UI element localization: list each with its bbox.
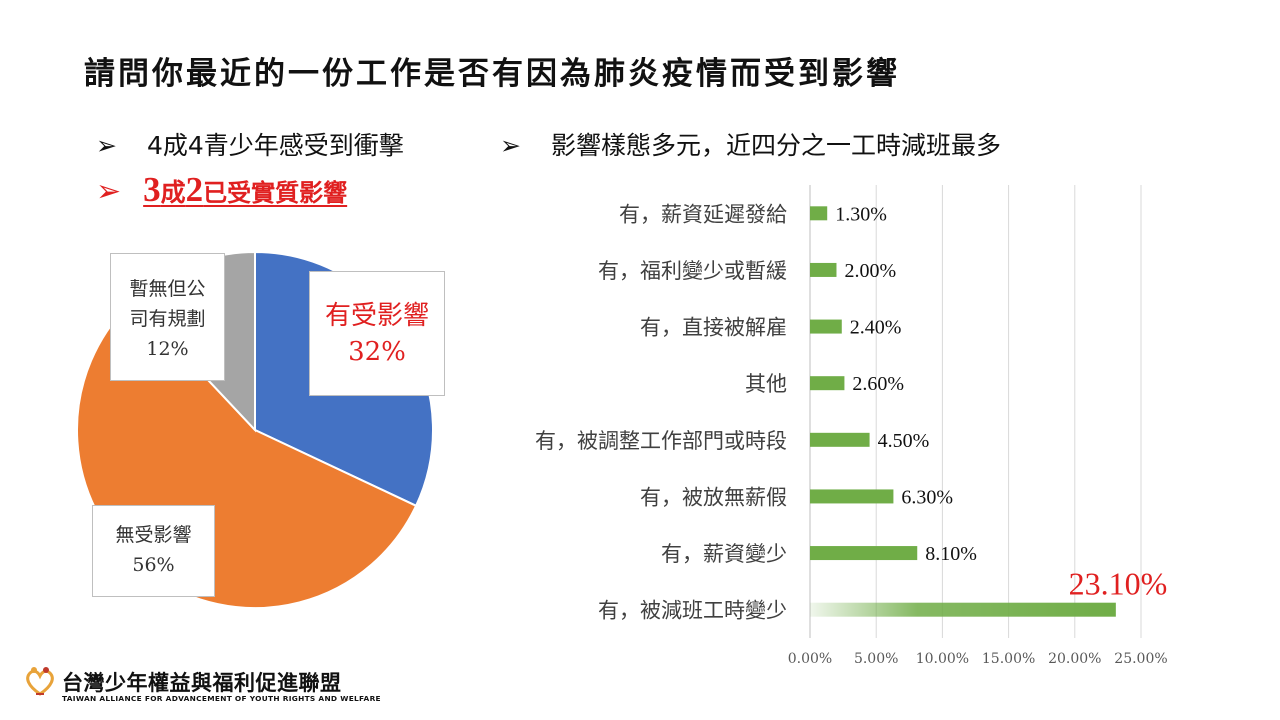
alliance-logo-icon (26, 667, 54, 696)
pie-label-value: 12% (146, 338, 189, 360)
x-tick-label: 0.00% (788, 651, 832, 667)
bar (810, 489, 894, 504)
category-label: 有，福利變少或暫緩 (598, 259, 787, 283)
category-label: 有，直接被解雇 (640, 316, 787, 340)
value-label: 1.30% (835, 203, 887, 225)
bullet-impact-types: ➢ 影響樣態多元，近四分之一工時減班最多 (500, 126, 1001, 162)
value-label: 4.50% (878, 430, 930, 452)
category-label: 有，被減班工時變少 (598, 599, 787, 623)
pie-label-affected: 有受影響 32% (309, 271, 445, 396)
bullet-youth-impact: ➢ 4成4青少年感受到衝擊 (96, 126, 404, 162)
x-tick-label: 10.00% (916, 651, 969, 667)
x-tick-label: 5.00% (854, 651, 898, 667)
pie-label-line: 無受影響 (115, 524, 192, 546)
x-tick-label: 25.00% (1114, 651, 1167, 667)
highlight-num1: 3 (143, 170, 161, 209)
bar (810, 546, 918, 561)
bar (810, 319, 842, 334)
bullet-arrow-icon: ➢ (96, 131, 117, 160)
x-tick-label: 15.00% (982, 651, 1035, 667)
bar (810, 262, 837, 277)
pie-label-line: 司有規劃 (129, 308, 206, 330)
value-label: 23.10% (1069, 566, 1168, 602)
pie-label-unaffected: 無受影響 56% (92, 505, 215, 597)
bar (810, 206, 828, 221)
bullet-arrow-icon: ➢ (500, 131, 521, 160)
bullet-highlight: ➢ 3成2已受實質影響 (96, 170, 347, 210)
slide-title: 請問你最近的一份工作是否有因為肺炎疫情而受到影響 (84, 56, 900, 92)
x-tick-label: 20.00% (1048, 651, 1101, 667)
bullet-arrow-icon: ➢ (96, 174, 122, 209)
bullet-text: 4成4青少年感受到衝擊 (146, 131, 404, 160)
pie-label-line: 暫無但公 (129, 278, 206, 300)
category-label: 有，薪資延遲發給 (619, 202, 787, 226)
bar (810, 376, 845, 391)
pie-label-line: 有受影響 (324, 301, 429, 331)
category-label: 其他 (745, 372, 787, 396)
org-name: 台灣少年權益與福利促進聯盟 (62, 671, 342, 695)
highlight-unit: 成 (160, 178, 186, 207)
org-english-name: TAIWAN ALLIANCE FOR ADVANCEMENT OF YOUTH… (62, 694, 381, 703)
value-label: 2.00% (844, 260, 896, 282)
value-label: 2.60% (852, 373, 904, 395)
pie-label-value: 56% (132, 554, 175, 576)
value-label: 8.10% (925, 543, 977, 565)
value-label: 2.40% (850, 317, 902, 339)
bar (810, 602, 1116, 617)
highlight-num2: 2 (185, 170, 204, 209)
category-label: 有，被放無薪假 (640, 485, 787, 509)
bullet-text: 影響樣態多元，近四分之一工時減班最多 (550, 131, 1001, 160)
pie-label-value: 32% (348, 337, 406, 367)
highlight-rest: 已受實質影響 (203, 179, 348, 207)
category-label: 有，被調整工作部門或時段 (535, 429, 787, 453)
bar (810, 432, 870, 447)
value-label: 6.30% (901, 486, 953, 508)
category-label: 有，薪資變少 (661, 542, 787, 566)
pie-label-planned: 暫無但公 司有規劃 12% (110, 253, 225, 381)
